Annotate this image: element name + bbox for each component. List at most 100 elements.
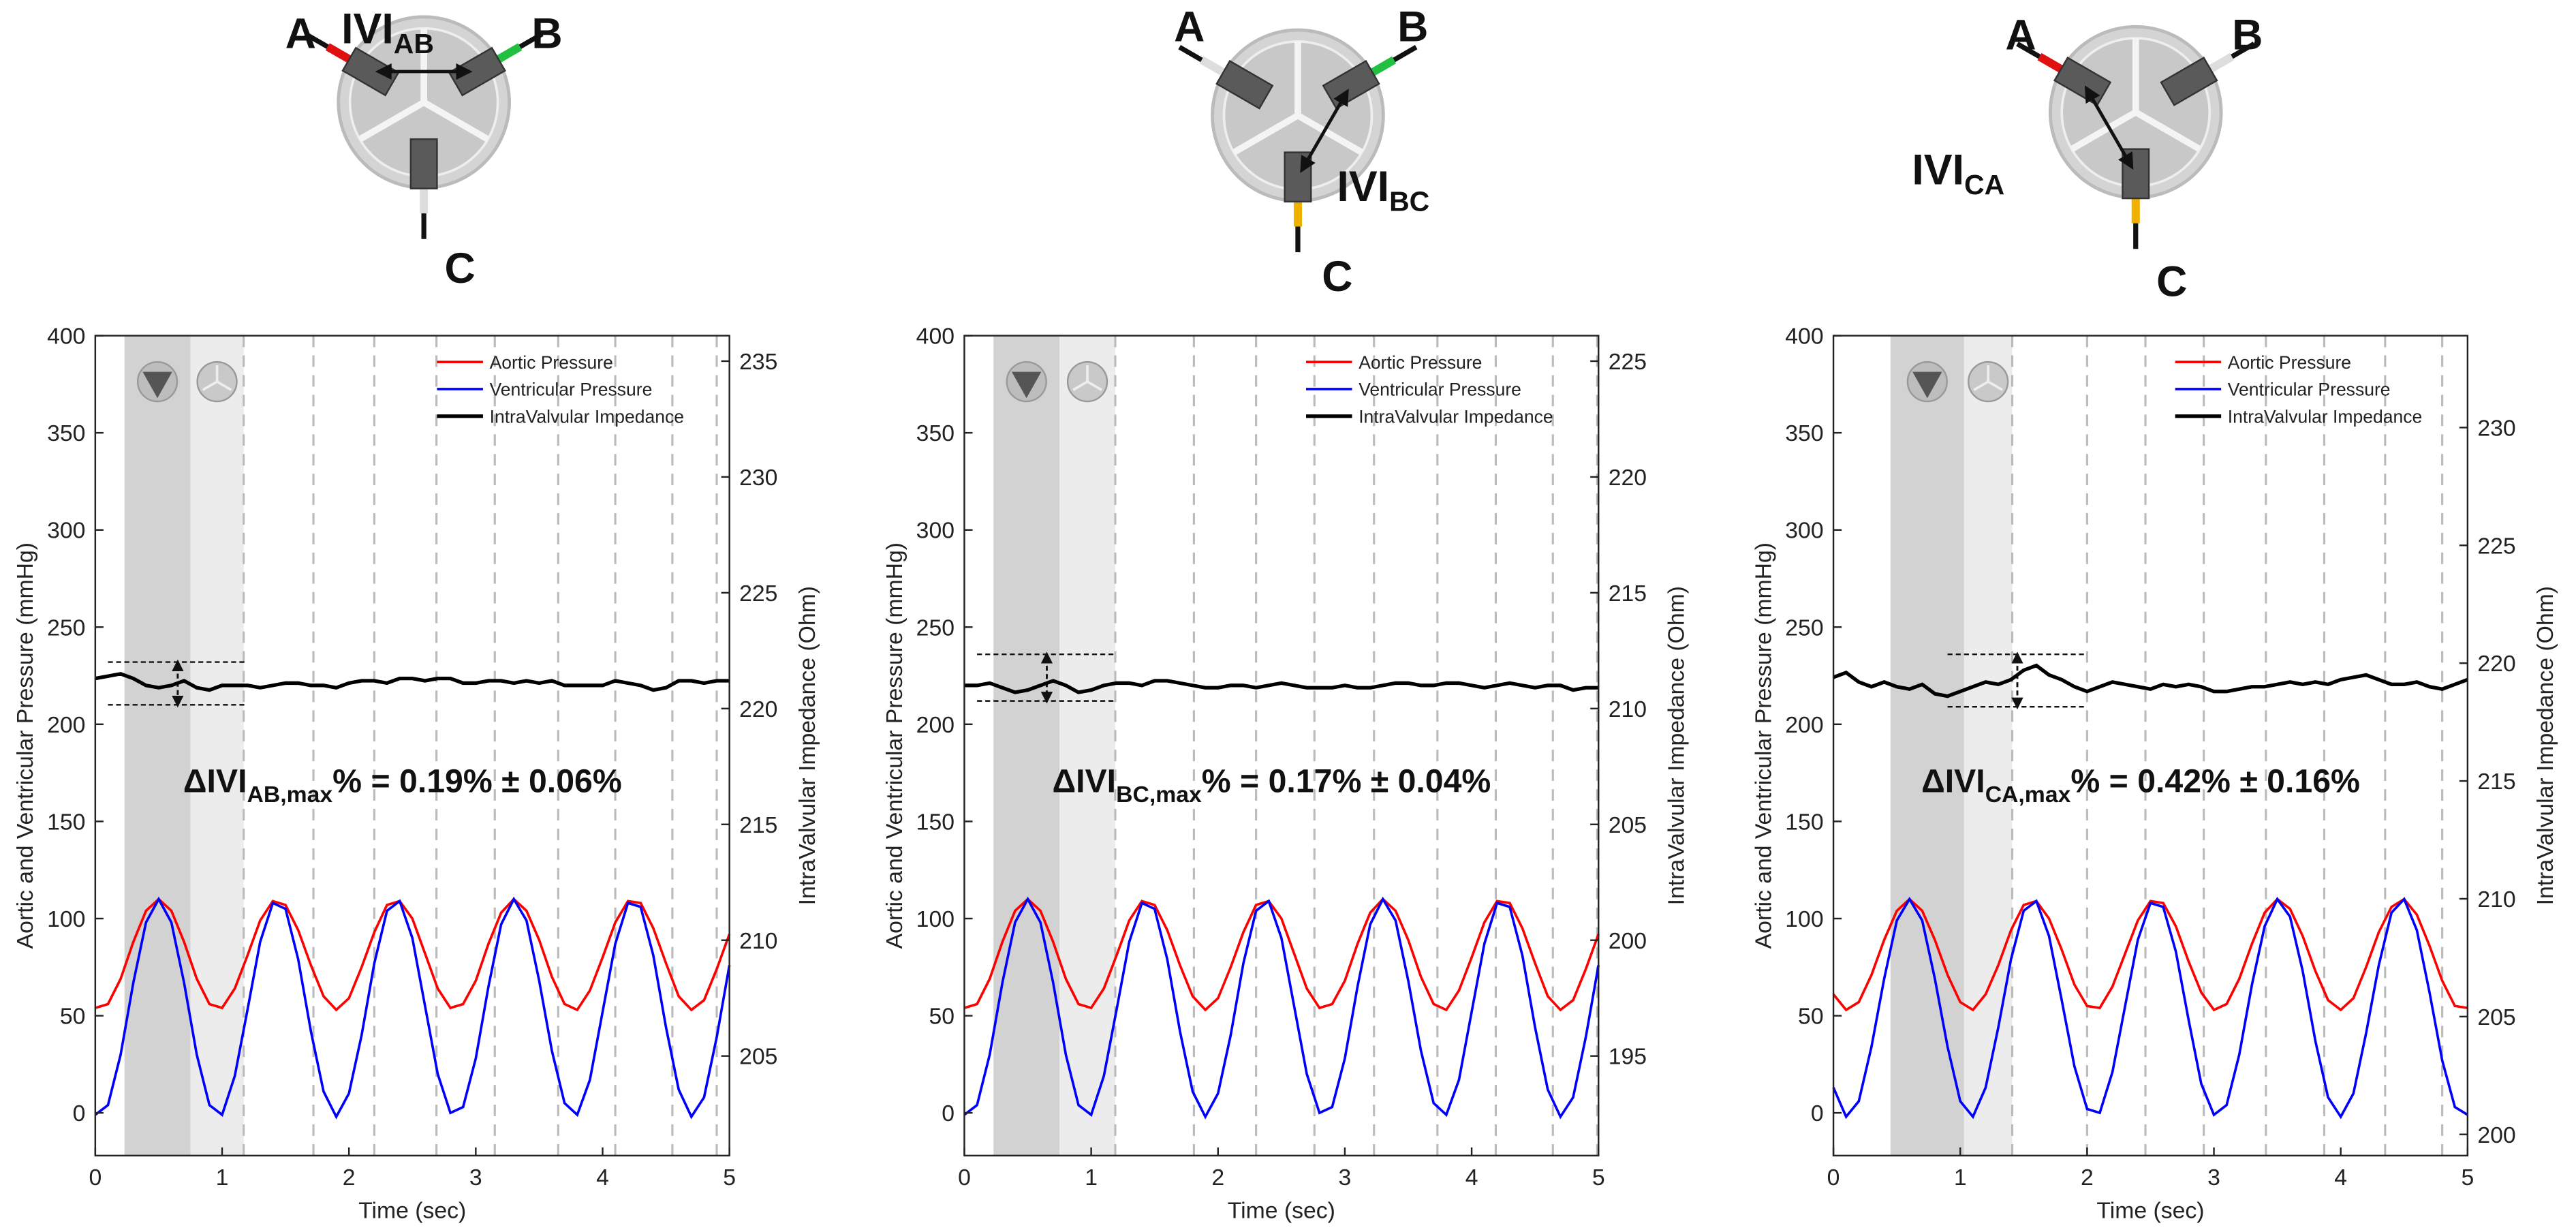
shaded-phase: [1059, 335, 1115, 1156]
shaded-phase: [124, 335, 191, 1156]
x-tick-label: 3: [2207, 1165, 2220, 1190]
y-tick-label: 250: [47, 615, 85, 641]
x-tick-label: 2: [1211, 1165, 1224, 1190]
x-tick-label: 1: [1954, 1165, 1967, 1190]
y2-tick-label: 195: [1609, 1044, 1647, 1070]
y-tick-label: 100: [916, 906, 955, 932]
sensor-wire: [304, 31, 329, 49]
series-line: [963, 896, 1600, 1120]
x-tick-label: 0: [1827, 1165, 1840, 1190]
y2-tick-label: 205: [2477, 1004, 2515, 1030]
valve-divider: [358, 99, 426, 142]
annotation-prefix: ΔIVI: [1052, 763, 1116, 800]
ivi-label: IVIBC: [1337, 163, 1429, 217]
x-axis-label: Time (sec): [1228, 1197, 1335, 1223]
y2-tick-label: 225: [2477, 533, 2515, 559]
y2-tick-label: 225: [1609, 349, 1647, 375]
ivi-text: IVI: [1912, 147, 1964, 194]
sensor-wire: [2016, 42, 2041, 59]
annotation: ΔIVIAB,max% = 0.19% ± 0.06%: [183, 763, 622, 808]
series-line: [1833, 663, 2468, 698]
ivi-subscript: CA: [1964, 169, 2004, 200]
sensor-label: A: [1174, 3, 1205, 51]
x-tick-label: 5: [1592, 1165, 1605, 1190]
valve-icon-leaflet: [1973, 380, 1989, 391]
x-tick-label: 2: [343, 1165, 356, 1190]
valve-icon-leaflet: [1072, 380, 1088, 391]
x-tick-label: 1: [216, 1165, 229, 1190]
sensor-wire: [2231, 42, 2256, 59]
valve-icon-leaflet: [202, 380, 218, 391]
sensor: [409, 138, 438, 189]
valve-icon-leaflet: [1087, 380, 1102, 391]
y-tick-label: 300: [47, 518, 85, 544]
sensor-label: B: [2232, 12, 2263, 59]
shaded-phase: [1964, 335, 2013, 1156]
y-tick-label: 200: [1785, 712, 1823, 738]
y2-axis-label: IntraValvular Impedance (Ohm): [2532, 586, 2558, 905]
series-line: [95, 897, 731, 1012]
x-tick-label: 3: [1339, 1165, 1352, 1190]
annotation-subscript: BC,max: [1116, 782, 1202, 808]
legend-label: IntraValvular Impedance: [490, 406, 684, 427]
shaded-phase: [190, 335, 244, 1156]
legend-label: Ventricular Pressure: [490, 380, 653, 400]
series-line: [95, 672, 730, 692]
legend-label: Ventricular Pressure: [1359, 380, 1521, 400]
sensor-label: C: [445, 245, 476, 292]
ivi-label: IVICA: [1912, 147, 2004, 200]
y2-tick-label: 210: [2477, 887, 2515, 912]
series-line: [964, 679, 1599, 694]
legend-label: Aortic Pressure: [2228, 352, 2351, 373]
annotation: ΔIVICA,max% = 0.42% ± 0.16%: [1921, 763, 2360, 808]
y-tick-label: 50: [60, 1004, 86, 1030]
ivi-subscript: BC: [1389, 185, 1429, 217]
y-tick-label: 250: [916, 615, 955, 641]
sensor-wire: [518, 31, 544, 49]
y-tick-label: 150: [916, 809, 955, 835]
y-tick-label: 100: [47, 906, 85, 932]
plot-frame: [94, 335, 730, 1157]
y2-tick-label: 230: [2477, 415, 2515, 441]
y-axis-label: Aortic and Ventricular Pressure (mmHg): [1750, 542, 1776, 949]
valve-icon-leaflet: [1987, 380, 2003, 391]
y2-tick-label: 230: [739, 465, 777, 491]
x-axis-label: Time (sec): [358, 1197, 466, 1223]
y-tick-label: 300: [1785, 518, 1823, 544]
y2-tick-label: 205: [1609, 812, 1647, 838]
x-axis-label: Time (sec): [2096, 1197, 2204, 1223]
sensor: [341, 46, 400, 97]
sensor-label: B: [1397, 3, 1428, 51]
plot-frame: [1832, 335, 2469, 1157]
sensor-wire: [1393, 45, 1418, 63]
y2-tick-label: 205: [739, 1044, 777, 1070]
sensor-label: A: [2005, 12, 2036, 59]
y-tick-label: 50: [1798, 1004, 1824, 1030]
ivi-text: IVI: [1337, 163, 1389, 211]
sensor-label: C: [1322, 253, 1352, 301]
y2-tick-label: 210: [1609, 696, 1647, 722]
series-line: [963, 897, 1600, 1012]
valve-icon-leaflet: [216, 380, 232, 391]
y-tick-label: 350: [1785, 420, 1823, 446]
y2-tick-label: 200: [2477, 1122, 2515, 1148]
y-axis-label: Aortic and Ventricular Pressure (mmHg): [882, 542, 907, 949]
legend-label: Aortic Pressure: [490, 352, 613, 373]
ivi-subscript: AB: [394, 28, 434, 59]
y-tick-label: 100: [1785, 906, 1823, 932]
legend-label: IntraValvular Impedance: [1359, 406, 1553, 427]
series-line: [94, 896, 731, 1120]
annotation-suffix: % = 0.17% ± 0.04%: [1202, 763, 1491, 800]
y2-tick-label: 200: [1609, 928, 1647, 954]
annotation-prefix: ΔIVI: [1921, 763, 1985, 800]
y-tick-label: 0: [73, 1101, 86, 1126]
y2-axis-label: IntraValvular Impedance (Ohm): [1664, 586, 1690, 905]
valve-icon-closed: [1011, 371, 1042, 399]
y2-tick-label: 215: [2477, 769, 2515, 795]
